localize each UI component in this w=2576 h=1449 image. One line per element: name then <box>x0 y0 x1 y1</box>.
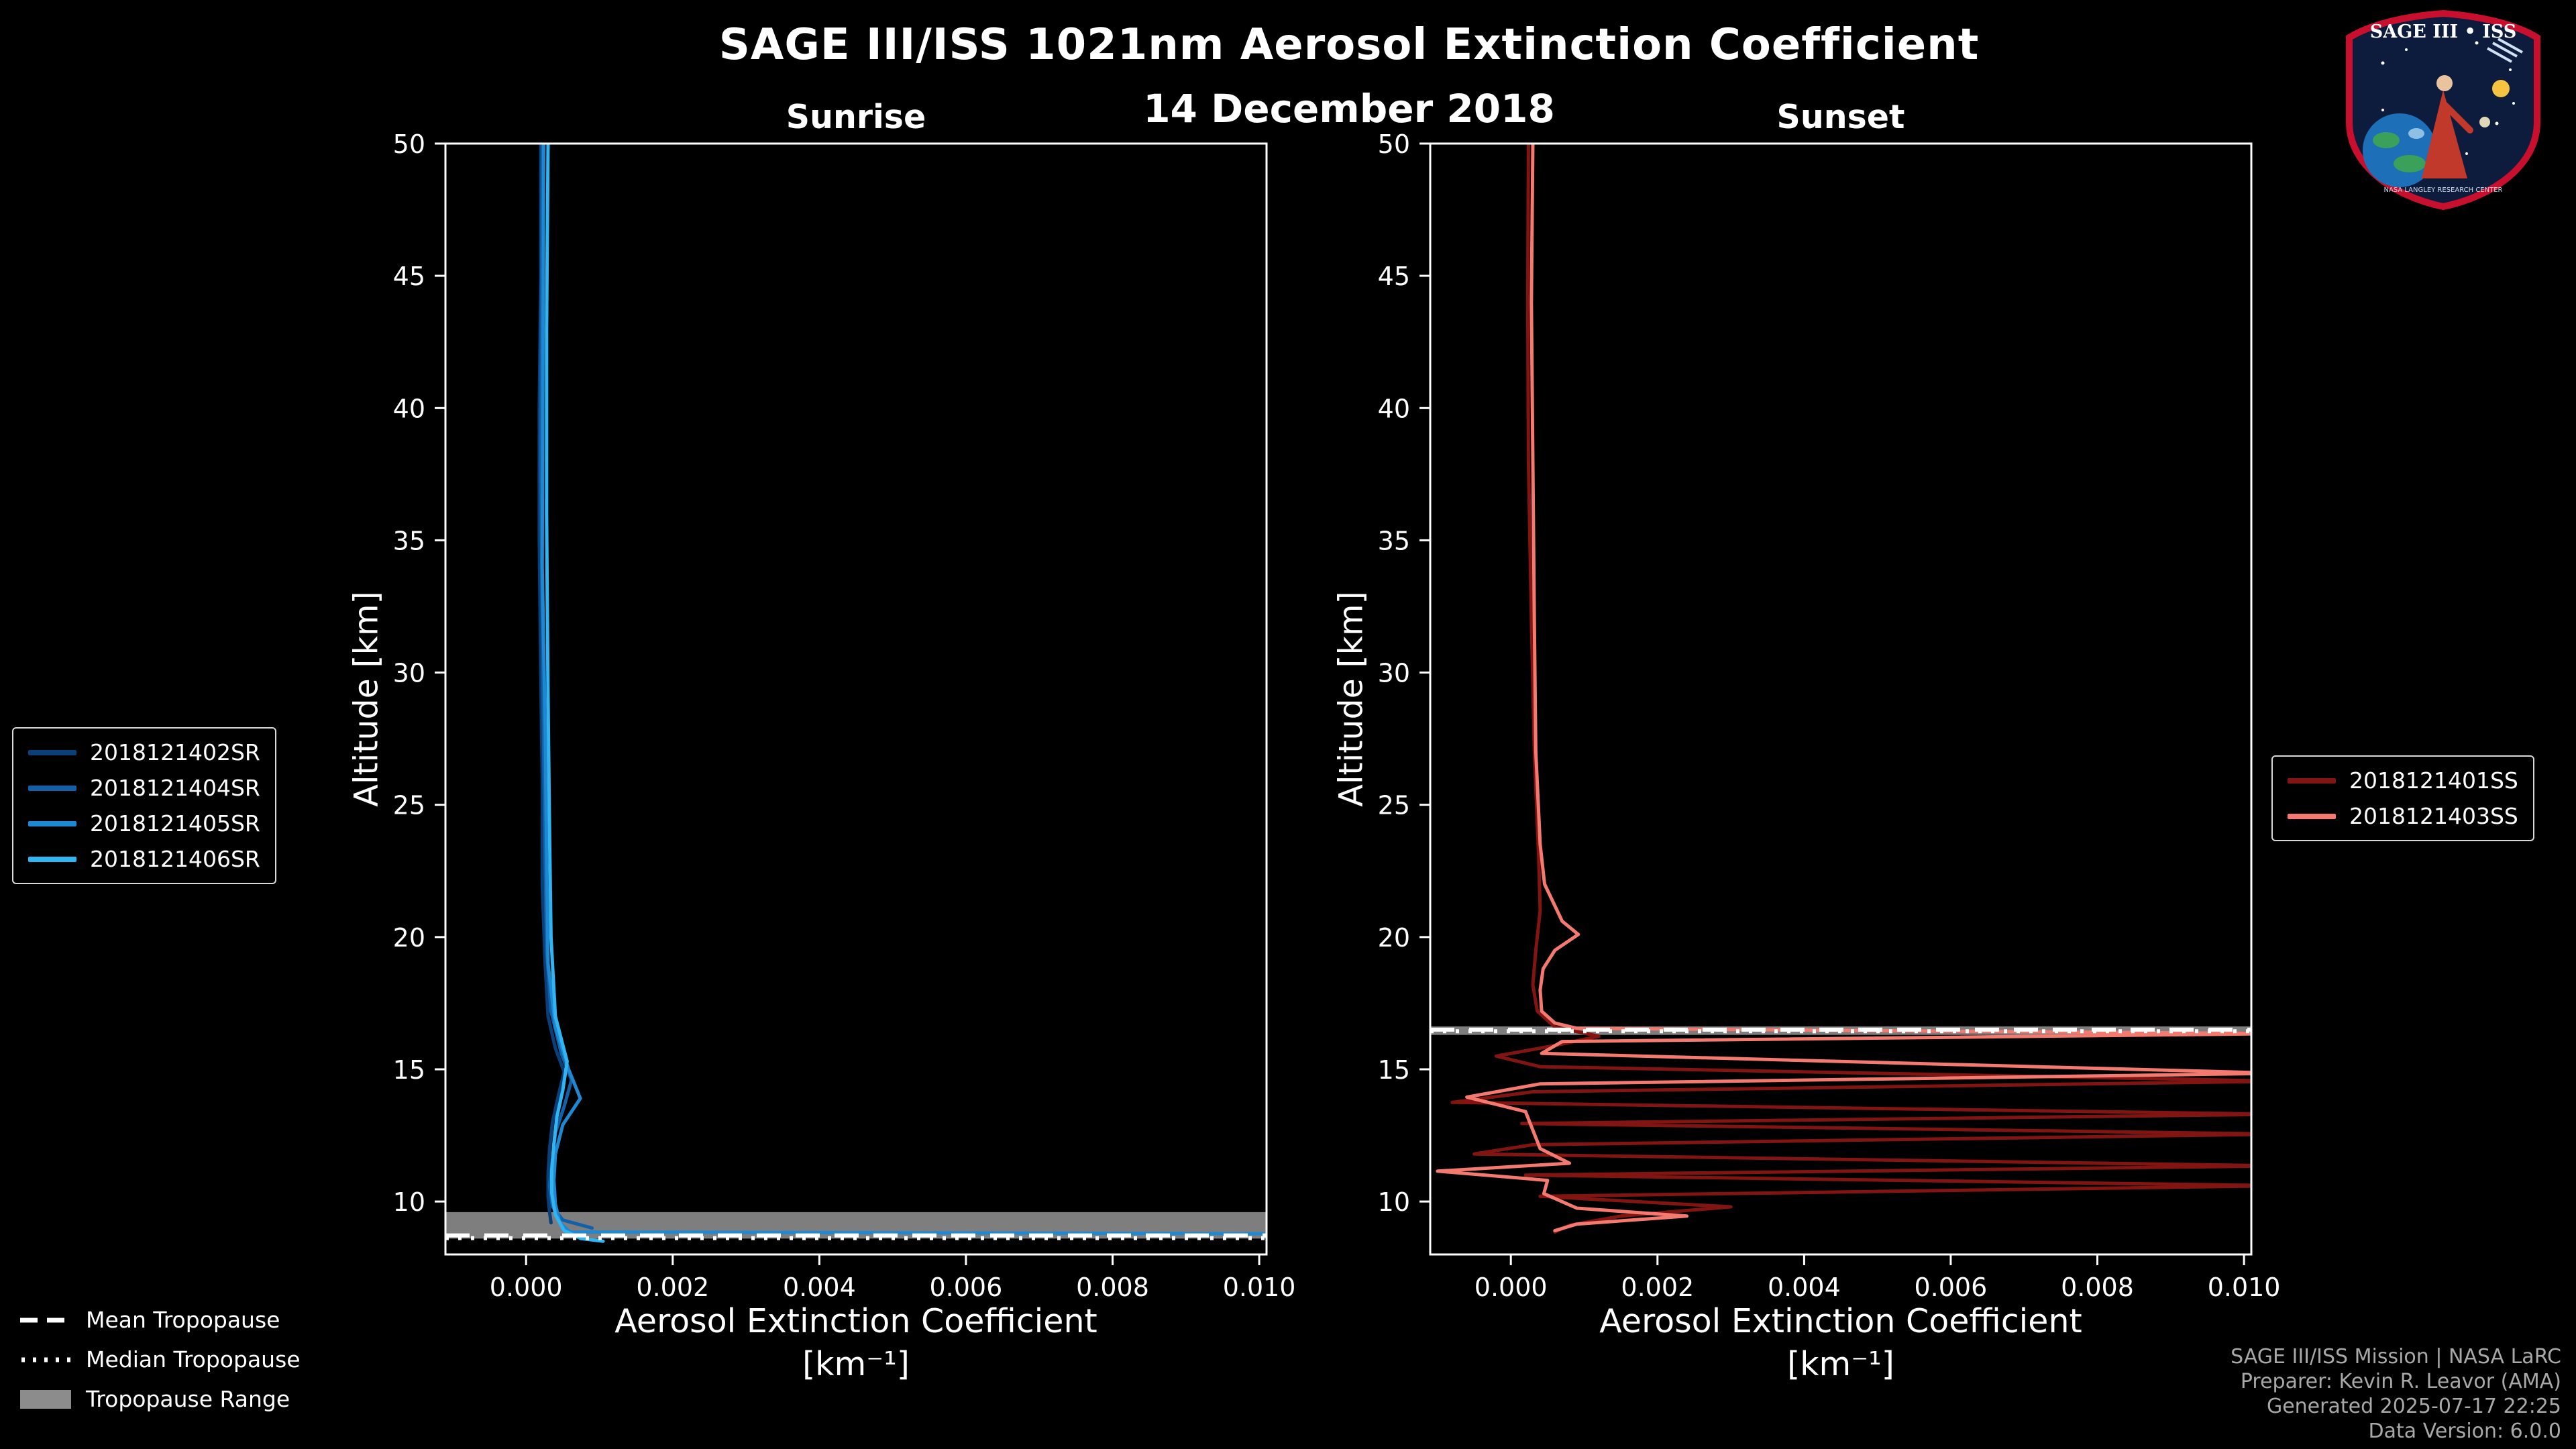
logo-ring-text: NASA LANGLEY RESEARCH CENTER <box>2384 186 2503 194</box>
svg-text:0.000: 0.000 <box>490 1273 563 1302</box>
median-tropopause-label: Median Tropopause <box>86 1346 301 1373</box>
tropopause-legend: Mean Tropopause Median Tropopause Tropop… <box>20 1307 301 1412</box>
sunrise-y-axis-label: Altitude [km] <box>347 591 386 807</box>
series-label: 2018121403SS <box>2349 803 2518 829</box>
legend-item: 2018121403SS <box>2288 803 2518 829</box>
credit-data-version: Data Version: 6.0.0 <box>2368 1419 2561 1443</box>
svg-text:0.000: 0.000 <box>1474 1273 1548 1302</box>
svg-text:0.004: 0.004 <box>783 1273 856 1302</box>
series-line-swatch <box>28 856 76 862</box>
svg-text:10: 10 <box>393 1187 425 1217</box>
logo-planet <box>2479 117 2490 127</box>
series-line-swatch <box>28 820 76 826</box>
logo-stars <box>2381 41 2515 155</box>
legend-item: 2018121404SR <box>28 775 260 801</box>
svg-text:50: 50 <box>393 129 425 159</box>
svg-text:35: 35 <box>1378 526 1410 555</box>
tropopause-range-label: Tropopause Range <box>86 1386 290 1412</box>
credit-generated: Generated 2025-07-17 22:25 <box>2266 1395 2561 1418</box>
dotted-line-icon <box>21 1357 71 1362</box>
svg-text:0.004: 0.004 <box>1768 1273 1841 1302</box>
svg-text:25: 25 <box>1378 791 1410 820</box>
credits: SAGE III/ISS Mission | NASA LaRC Prepare… <box>2231 1344 2561 1444</box>
series-line-swatch <box>28 749 76 755</box>
tropopause-range-swatch <box>20 1389 71 1409</box>
mean-tropopause-label: Mean Tropopause <box>86 1307 280 1333</box>
sage-iii-iss-logo: SAGE III • ISS NASA LANGLEY RESEARCH CEN… <box>2346 9 2540 211</box>
panel-sunrise-subtitle: Sunrise <box>786 98 926 136</box>
legend-item: 2018121402SR <box>28 739 260 765</box>
series-line-swatch <box>28 785 76 791</box>
sunset-x-axis-label: Aerosol Extinction Coefficient [km⁻¹] <box>1430 1300 2251 1386</box>
svg-text:15: 15 <box>1378 1055 1410 1085</box>
svg-text:50: 50 <box>1378 129 1410 159</box>
svg-text:0.006: 0.006 <box>1915 1273 1988 1302</box>
series-label: 2018121401SS <box>2349 767 2518 794</box>
chart-date: 14 December 2018 <box>1143 86 1555 131</box>
panel-sunrise-svg: 0.000 0.002 0.004 0.006 0.008 0.010 10 15 20 25 30… <box>393 129 1296 1302</box>
series-label: 2018121404SR <box>90 775 260 801</box>
legend-item: Tropopause Range <box>20 1386 301 1412</box>
sunrise-x-axis-label-line1: Aerosol Extinction Coefficient <box>614 1302 1097 1340</box>
legend-item: Median Tropopause <box>20 1346 301 1373</box>
svg-text:0.002: 0.002 <box>1621 1273 1694 1302</box>
svg-text:0.008: 0.008 <box>1076 1273 1149 1302</box>
svg-text:0.010: 0.010 <box>2208 1273 2281 1302</box>
svg-text:40: 40 <box>1378 394 1410 423</box>
sunrise-x-axis-label-units: [km⁻¹] <box>802 1345 910 1383</box>
panel-sunset-svg: 0.000 0.002 0.004 0.006 0.008 0.010 10 15 20 25 30… <box>1378 129 2281 1302</box>
series-line-swatch <box>2288 813 2336 819</box>
svg-text:45: 45 <box>1378 262 1410 291</box>
logo-iss <box>2487 38 2523 63</box>
sunset-legend: 2018121401SS 2018121403SS <box>2271 755 2534 841</box>
sunrise-x-axis-label: Aerosol Extinction Coefficient [km⁻¹] <box>445 1300 1267 1386</box>
sunset-x-axis-label-units: [km⁻¹] <box>1787 1345 1894 1383</box>
series-label: 2018121406SR <box>90 846 260 872</box>
dashed-line-icon <box>20 1318 71 1322</box>
svg-text:45: 45 <box>393 262 425 291</box>
legend-item: 2018121405SR <box>28 810 260 837</box>
legend-item: Mean Tropopause <box>20 1307 301 1333</box>
panel-sunset-subtitle: Sunset <box>1776 98 1905 136</box>
svg-text:20: 20 <box>393 923 425 953</box>
svg-text:30: 30 <box>1378 659 1410 688</box>
legend-item: 2018121401SS <box>2288 767 2518 794</box>
logo-earth <box>2363 113 2436 187</box>
svg-text:0.008: 0.008 <box>2061 1273 2134 1302</box>
svg-text:15: 15 <box>393 1055 425 1085</box>
svg-text:40: 40 <box>393 394 425 423</box>
svg-text:10: 10 <box>1378 1187 1410 1217</box>
series-line-swatch <box>2288 777 2336 784</box>
svg-text:0.010: 0.010 <box>1223 1273 1296 1302</box>
series-label: 2018121405SR <box>90 810 260 837</box>
credit-preparer: Preparer: Kevin R. Leavor (AMA) <box>2240 1370 2561 1393</box>
logo-sage-figure <box>2422 75 2473 178</box>
svg-text:30: 30 <box>393 659 425 688</box>
svg-text:35: 35 <box>393 526 425 555</box>
logo-title: SAGE III • ISS <box>2370 21 2516 42</box>
svg-text:20: 20 <box>1378 923 1410 953</box>
chart-title: SAGE III/ISS 1021nm Aerosol Extinction C… <box>718 20 1980 70</box>
sunset-x-axis-label-line1: Aerosol Extinction Coefficient <box>1599 1302 2082 1340</box>
sunset-y-axis-label: Altitude [km] <box>1332 591 1371 807</box>
svg-text:0.002: 0.002 <box>636 1273 709 1302</box>
sunrise-legend: 2018121402SR 2018121404SR 2018121405SR 2… <box>12 727 276 884</box>
svg-text:0.006: 0.006 <box>930 1273 1003 1302</box>
logo-sun <box>2492 80 2510 97</box>
series-label: 2018121402SR <box>90 739 260 765</box>
legend-item: 2018121406SR <box>28 846 260 872</box>
credit-mission: SAGE III/ISS Mission | NASA LaRC <box>2231 1345 2561 1368</box>
svg-text:25: 25 <box>393 791 425 820</box>
